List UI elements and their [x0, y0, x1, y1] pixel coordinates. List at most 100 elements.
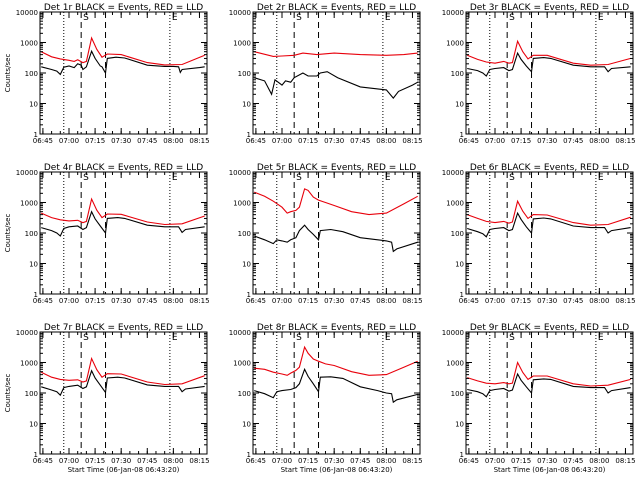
end-marker-label: E	[385, 173, 391, 183]
y-tick-label: 1	[460, 451, 464, 459]
y-tick-label: 1000	[20, 360, 38, 368]
chart-title: Det 7r BLACK = Events, RED = LLD	[44, 323, 203, 333]
events-series-line	[254, 367, 418, 404]
x-tick-label: 08:00	[589, 137, 609, 145]
x-tick-label: 06:45	[33, 137, 53, 145]
x-tick-label: 06:45	[459, 297, 479, 305]
x-tick-label: 07:00	[272, 457, 292, 465]
lld-series-line	[466, 39, 631, 66]
y-tick-label: 1000	[233, 40, 251, 48]
y-tick-label: 10000	[229, 329, 251, 337]
x-tick-label: 08:15	[402, 137, 422, 145]
x-tick-label: 07:30	[324, 297, 344, 305]
y-tick-label: 1	[460, 131, 464, 139]
x-tick-label: 08:00	[589, 457, 609, 465]
y-tick-label: 1	[34, 451, 38, 459]
y-tick-label: 100	[451, 70, 464, 78]
x-tick-label: 07:30	[324, 457, 344, 465]
y-tick-label: 1000	[233, 360, 251, 368]
y-tick-label: 1000	[446, 200, 464, 208]
y-tick-label: 100	[25, 230, 38, 238]
start-marker-label: S	[296, 173, 302, 183]
y-tick-label: 10000	[229, 9, 251, 17]
plot-frame	[252, 171, 421, 295]
y-tick-label: 1	[34, 131, 38, 139]
y-tick-label: 10	[242, 421, 251, 429]
x-tick-label: 07:30	[537, 137, 557, 145]
y-tick-label: 1000	[20, 200, 38, 208]
x-tick-label: 07:45	[563, 457, 583, 465]
x-tick-label: 08:00	[163, 297, 183, 305]
x-tick-label: 08:15	[615, 457, 635, 465]
y-axis-label: Counts/sec	[4, 214, 12, 253]
events-series-line	[467, 372, 631, 398]
y-tick-label: 100	[451, 390, 464, 398]
x-tick-label: 08:00	[163, 137, 183, 145]
x-tick-label: 06:45	[459, 137, 479, 145]
x-tick-label: 07:15	[298, 137, 318, 145]
start-marker-label: S	[296, 13, 302, 23]
x-tick-label: 07:45	[350, 137, 370, 145]
x-tick-label: 08:00	[376, 137, 396, 145]
y-tick-label: 10000	[442, 169, 464, 177]
x-tick-label: 08:15	[615, 297, 635, 305]
x-tick-label: 07:30	[111, 297, 131, 305]
y-tick-label: 100	[451, 230, 464, 238]
y-tick-label: 10000	[442, 329, 464, 337]
y-axis-label: Counts/sec	[4, 54, 12, 93]
y-tick-label: 100	[25, 390, 38, 398]
y-tick-label: 10	[455, 101, 464, 109]
y-tick-label: 1	[247, 291, 251, 299]
start-marker-label: S	[296, 333, 302, 343]
y-tick-label: 100	[238, 230, 251, 238]
y-tick-label: 10	[29, 421, 38, 429]
x-tick-label: 07:45	[137, 297, 157, 305]
start-marker-label: S	[83, 333, 89, 343]
x-axis-label: Start Time (06-Jan-08 06:43:20)	[68, 466, 180, 474]
chart-title: Det 5r BLACK = Events, RED = LLD	[257, 163, 416, 173]
events-series-line	[467, 211, 631, 238]
start-marker-label: S	[83, 13, 89, 23]
x-tick-label: 07:15	[511, 457, 531, 465]
x-tick-label: 08:15	[615, 137, 635, 145]
x-tick-label: 08:15	[402, 457, 422, 465]
x-tick-label: 07:15	[298, 457, 318, 465]
y-tick-label: 1	[34, 291, 38, 299]
events-series-line	[254, 71, 418, 99]
x-tick-label: 07:00	[272, 297, 292, 305]
events-series-line	[254, 224, 418, 253]
y-axis-label: Counts/sec	[4, 374, 12, 413]
events-series-line	[41, 49, 205, 76]
end-marker-label: E	[385, 333, 391, 343]
x-tick-label: 07:30	[111, 137, 131, 145]
x-tick-label: 06:45	[33, 457, 53, 465]
y-tick-label: 10000	[229, 169, 251, 177]
y-tick-label: 1000	[20, 40, 38, 48]
x-tick-label: 06:45	[246, 297, 266, 305]
x-tick-label: 08:00	[589, 297, 609, 305]
end-marker-label: E	[172, 173, 178, 183]
lld-series-line	[467, 360, 631, 387]
x-tick-label: 07:45	[350, 457, 370, 465]
x-tick-label: 07:30	[324, 137, 344, 145]
x-tick-label: 07:30	[537, 297, 557, 305]
x-tick-label: 07:45	[137, 457, 157, 465]
x-tick-label: 08:00	[376, 457, 396, 465]
y-tick-label: 1000	[446, 40, 464, 48]
x-tick-label: 07:00	[272, 137, 292, 145]
plot-frame	[39, 331, 208, 455]
lld-series-line	[40, 197, 205, 226]
x-tick-label: 06:45	[33, 297, 53, 305]
x-tick-label: 07:30	[537, 457, 557, 465]
x-tick-label: 08:15	[189, 457, 209, 465]
x-tick-label: 07:15	[511, 137, 531, 145]
end-marker-label: E	[172, 333, 178, 343]
end-marker-label: E	[172, 13, 178, 23]
end-marker-label: E	[385, 13, 391, 23]
